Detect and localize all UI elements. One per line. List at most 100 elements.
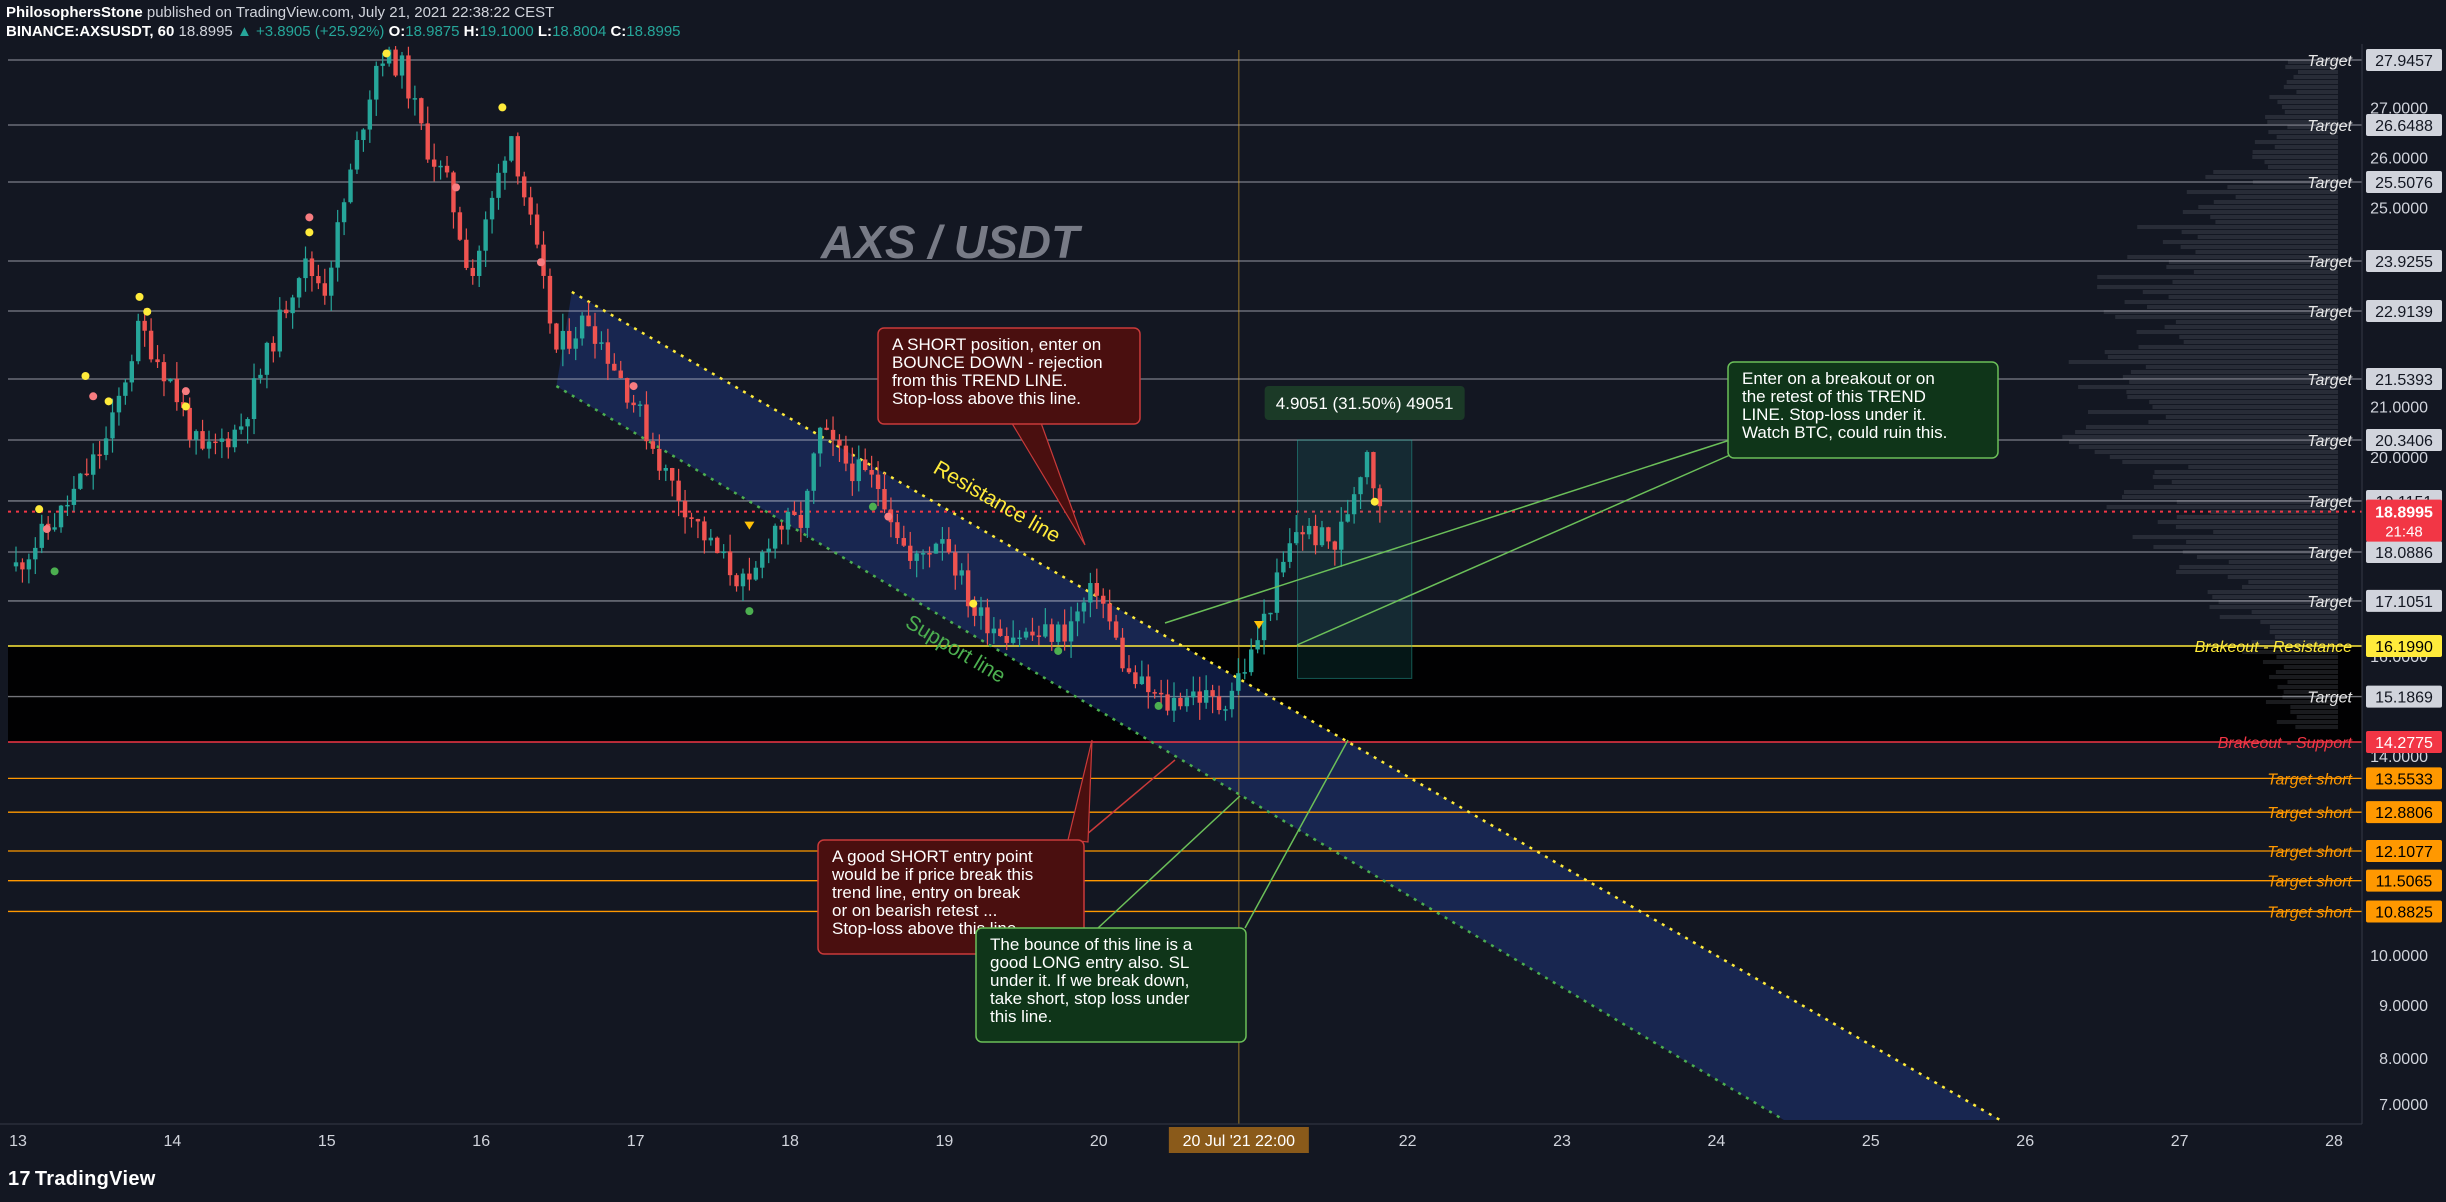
candle-body bbox=[1203, 690, 1209, 703]
candle-body bbox=[1197, 691, 1202, 703]
volume-profile-bar bbox=[2287, 125, 2338, 129]
volume-profile-bar bbox=[2186, 190, 2338, 194]
level-price-box bbox=[2366, 429, 2442, 451]
level-price: 20.3406 bbox=[2375, 433, 2433, 450]
candle-body bbox=[1191, 691, 1196, 698]
author-name[interactable]: PhilosophersStone bbox=[6, 4, 143, 21]
candle-body bbox=[817, 427, 823, 454]
candle-body bbox=[341, 202, 347, 223]
candle-body bbox=[1345, 514, 1350, 522]
volume-profile-bar bbox=[2137, 225, 2338, 229]
candle-body bbox=[1300, 532, 1305, 535]
signal-dot bbox=[969, 599, 978, 608]
volume-profile-bar bbox=[2179, 335, 2338, 339]
volume-profile-bar bbox=[2127, 395, 2338, 399]
candle-body bbox=[592, 326, 598, 344]
candle-body bbox=[1236, 673, 1241, 691]
candle-body bbox=[567, 330, 572, 349]
candle-body bbox=[483, 219, 488, 251]
callout-text: Watch BTC, could ruin this. bbox=[1742, 423, 1947, 442]
level-price: 10.8825 bbox=[2375, 904, 2433, 921]
volume-profile-bar bbox=[2106, 505, 2338, 509]
volume-profile-bar bbox=[2193, 270, 2338, 274]
downtrend-channel bbox=[556, 291, 2001, 1120]
level-label: Target bbox=[2307, 372, 2352, 389]
symbol-name[interactable]: BINANCE:AXSUSDT, 60 bbox=[6, 23, 175, 40]
volume-profile-bar bbox=[2171, 480, 2338, 484]
level-label: Target bbox=[2307, 594, 2352, 611]
candle-body bbox=[193, 431, 199, 440]
volume-profile-bar bbox=[2242, 585, 2338, 589]
callout-text: A good SHORT entry point bbox=[832, 847, 1033, 866]
candle-body bbox=[52, 527, 57, 530]
candle-body bbox=[560, 330, 566, 350]
x-tick-label: 25 bbox=[1862, 1133, 1880, 1150]
signal-dot bbox=[181, 402, 190, 411]
signal-dot bbox=[536, 258, 545, 267]
candle-body bbox=[13, 562, 19, 567]
candle-body bbox=[489, 197, 495, 220]
candle-body bbox=[136, 320, 141, 362]
breakout-zone bbox=[8, 646, 2362, 742]
volume-profile-bar bbox=[2269, 95, 2338, 99]
level-label: Brakeout - Support bbox=[2218, 735, 2353, 752]
candle-body bbox=[901, 538, 906, 546]
candle-body bbox=[168, 378, 173, 382]
callout-text: this line. bbox=[990, 1007, 1052, 1026]
y-tick-label: 27.0000 bbox=[2370, 100, 2428, 117]
high-value: 19.1000 bbox=[479, 23, 534, 40]
level-price: 15.1869 bbox=[2375, 690, 2433, 707]
candle-body bbox=[863, 459, 868, 471]
y-tick-label: 14.0000 bbox=[2370, 749, 2428, 766]
candle-body bbox=[605, 342, 611, 364]
signal-triangle bbox=[744, 521, 755, 530]
candle-body bbox=[1377, 488, 1383, 507]
volume-profile-bar bbox=[2078, 445, 2338, 449]
signal-dot bbox=[305, 228, 314, 237]
candle-body bbox=[1113, 621, 1119, 638]
volume-profile-bar bbox=[2252, 150, 2338, 154]
candle-body bbox=[618, 370, 623, 379]
candle-body bbox=[972, 606, 977, 616]
signal-dot bbox=[89, 392, 98, 401]
candle-body bbox=[779, 525, 784, 530]
open-value: 18.9875 bbox=[405, 23, 460, 40]
signal-dot bbox=[104, 397, 113, 406]
volume-profile-bar bbox=[2136, 330, 2338, 334]
candle-body bbox=[766, 548, 771, 553]
candle-body bbox=[20, 562, 25, 570]
volume-profile-bar bbox=[2109, 455, 2338, 459]
candle-body bbox=[715, 537, 720, 554]
candle-body bbox=[1268, 612, 1273, 615]
volume-profile-bar bbox=[2168, 260, 2338, 264]
level-price-box bbox=[2366, 368, 2442, 390]
candle-body bbox=[882, 489, 887, 510]
signal-dot bbox=[50, 567, 59, 576]
x-tick-label: 22 bbox=[1399, 1133, 1417, 1150]
volume-profile-bar bbox=[2248, 580, 2338, 584]
volume-profile-bar bbox=[2293, 75, 2338, 79]
candle-body bbox=[406, 55, 411, 99]
volume-profile-bar bbox=[2198, 205, 2338, 209]
candle-body bbox=[380, 63, 385, 66]
tradingview-brand[interactable]: 17 TradingView bbox=[8, 1168, 156, 1191]
y-tick-label: 20.0000 bbox=[2370, 450, 2428, 467]
volume-profile-bar bbox=[2145, 365, 2338, 369]
volume-profile-bar bbox=[2121, 495, 2338, 499]
candle-body bbox=[1358, 477, 1363, 495]
candle-body bbox=[985, 607, 990, 634]
candle-body bbox=[1332, 541, 1338, 550]
volume-profile-bar bbox=[2085, 425, 2338, 429]
candle-body bbox=[303, 258, 308, 279]
tradingview-logo-icon: 17 bbox=[8, 1168, 31, 1190]
level-price-box bbox=[2366, 685, 2442, 708]
volume-profile-bar bbox=[2147, 305, 2338, 309]
price-axis-background bbox=[2362, 44, 2446, 1124]
signal-dot bbox=[143, 307, 152, 316]
candle-body bbox=[161, 362, 167, 382]
candle-body bbox=[26, 559, 32, 570]
candle-body bbox=[1062, 624, 1067, 642]
candle-body bbox=[1101, 595, 1106, 604]
volume-profile-bar bbox=[2254, 140, 2338, 144]
